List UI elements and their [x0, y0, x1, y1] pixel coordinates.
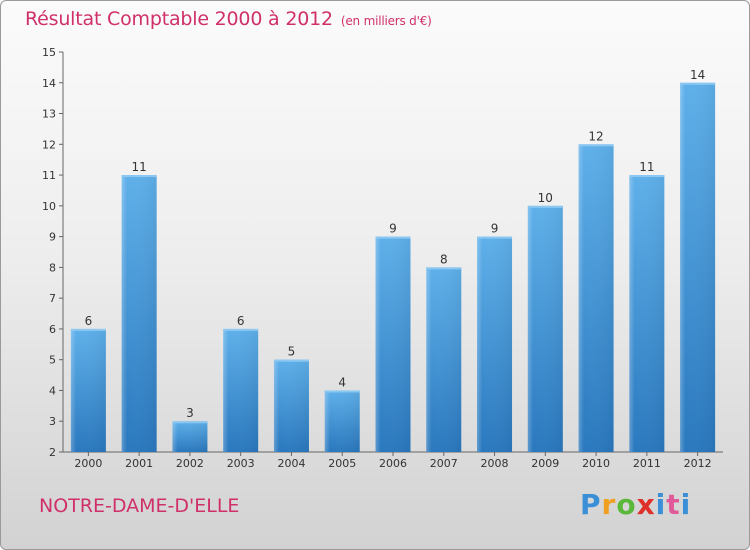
chart-title-text: Résultat Comptable 2000 à 2012 [25, 8, 333, 30]
x-tick-label: 2011 [633, 457, 661, 470]
bar-highlight [70, 328, 106, 452]
bar-highlight [477, 236, 513, 452]
logo-letter: x [636, 488, 656, 521]
bar-highlight [527, 205, 563, 452]
y-tick-label: 5 [49, 354, 56, 367]
x-tick-label: 2003 [227, 457, 255, 470]
y-tick-label: 12 [42, 138, 56, 151]
bar-highlight [375, 236, 411, 452]
bar-highlight [223, 328, 259, 452]
bar-value-label: 9 [491, 222, 499, 236]
chart-bars [70, 82, 716, 453]
bar-top-edge [477, 236, 513, 239]
chart-title: Résultat Comptable 2000 à 2012 (en millie… [25, 8, 432, 30]
logo-letter: i [680, 488, 692, 521]
bar-value-label: 12 [588, 129, 603, 143]
bar-top-edge [375, 236, 411, 239]
commune-name: NOTRE-DAME-D'ELLE [39, 495, 240, 517]
proxiti-logo[interactable]: Proxiti [580, 488, 691, 521]
bar-value-label: 10 [538, 191, 553, 205]
bar-highlight [629, 175, 665, 453]
bar-highlight [172, 421, 208, 452]
bar-top-edge [629, 175, 665, 178]
bar-top-edge [680, 82, 716, 85]
x-tick-label: 2001 [125, 457, 153, 470]
y-tick-label: 8 [49, 261, 56, 274]
bar-top-edge [426, 267, 462, 270]
y-tick-label: 2 [49, 446, 56, 459]
logo-letter: o [616, 488, 637, 521]
bar-highlight [121, 175, 157, 453]
bar-highlight [324, 390, 360, 452]
bar-top-edge [70, 328, 106, 331]
x-tick-label: 2009 [531, 457, 559, 470]
bar-highlight [426, 267, 462, 452]
y-tick-label: 4 [49, 384, 56, 397]
y-tick-label: 14 [42, 77, 56, 90]
x-tick-label: 2000 [74, 457, 102, 470]
bar-highlight [680, 82, 716, 453]
x-tick-label: 2008 [481, 457, 509, 470]
y-tick-label: 11 [42, 169, 56, 182]
x-tick-label: 2004 [277, 457, 305, 470]
logo-letter: r [601, 488, 617, 521]
bar-value-label: 11 [132, 160, 147, 174]
bar-top-edge [527, 205, 563, 208]
bar-top-edge [121, 175, 157, 178]
bar-top-edge [578, 144, 614, 147]
bar-top-edge [273, 359, 309, 362]
x-tick-label: 2002 [176, 457, 204, 470]
x-tick-label: 2010 [582, 457, 610, 470]
bar-value-label: 8 [440, 252, 448, 266]
bar-top-edge [223, 328, 259, 331]
x-tick-label: 2005 [328, 457, 356, 470]
y-tick-label: 6 [49, 323, 56, 336]
y-tick-label: 9 [49, 231, 56, 244]
y-tick-label: 13 [42, 108, 56, 121]
chart-labels: 2000 6 2001 11 2002 3 2003 6 2004 5 2005 4 2006 9 2007… [74, 68, 711, 470]
y-tick-label: 7 [49, 292, 56, 305]
bar-value-label: 9 [389, 222, 397, 236]
y-tick-label: 10 [42, 200, 56, 213]
x-tick-label: 2006 [379, 457, 407, 470]
bar-highlight [578, 144, 614, 453]
bar-value-label: 6 [237, 314, 245, 328]
bar-value-label: 5 [288, 345, 296, 359]
bar-value-label: 14 [690, 68, 705, 82]
bar-top-edge [172, 421, 208, 424]
x-tick-label: 2007 [430, 457, 458, 470]
bar-top-edge [324, 390, 360, 393]
y-tick-label: 15 [42, 46, 56, 59]
bar-value-label: 4 [338, 375, 346, 389]
logo-letter: t [666, 488, 681, 521]
bar-value-label: 3 [186, 406, 194, 420]
chart-unit: (en milliers d'€) [340, 14, 432, 28]
bar-value-label: 11 [639, 160, 654, 174]
bar-value-label: 6 [85, 314, 93, 328]
y-tick-label: 3 [49, 415, 56, 428]
x-tick-label: 2012 [684, 457, 712, 470]
logo-letter: P [580, 488, 602, 521]
bar-highlight [273, 359, 309, 452]
logo-letter: i [655, 488, 667, 521]
